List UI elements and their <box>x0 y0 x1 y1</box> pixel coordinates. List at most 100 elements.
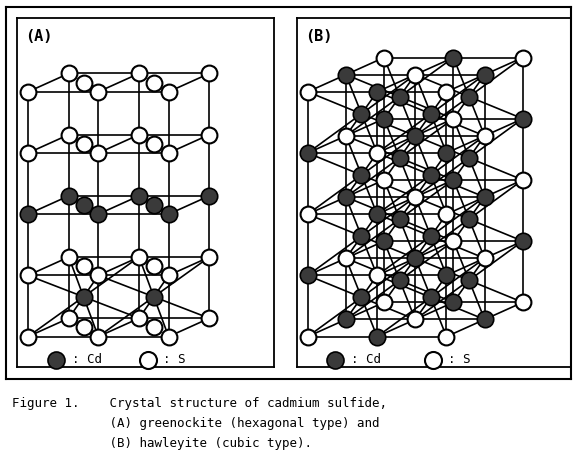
Point <box>395 277 405 284</box>
Point <box>94 88 103 95</box>
Point <box>380 176 389 184</box>
Point <box>464 93 473 101</box>
Point <box>480 255 489 262</box>
Point <box>449 115 458 123</box>
Point <box>149 324 159 331</box>
Point <box>79 202 88 209</box>
Point <box>380 115 389 123</box>
Point <box>79 140 88 147</box>
Point <box>303 333 312 340</box>
Point <box>205 253 214 261</box>
Point <box>149 140 159 147</box>
Point <box>303 149 312 157</box>
Point <box>449 54 458 61</box>
Point <box>341 316 350 323</box>
Point <box>480 132 489 140</box>
Point <box>442 333 451 340</box>
Text: (B) hawleyite (cubic type).: (B) hawleyite (cubic type). <box>12 437 312 450</box>
Point <box>464 154 473 162</box>
Point <box>94 149 103 157</box>
Point <box>518 115 528 123</box>
Point <box>23 211 33 218</box>
Point <box>410 193 420 201</box>
Point <box>373 333 382 340</box>
Point <box>303 88 312 95</box>
Point <box>164 211 173 218</box>
Point <box>135 131 144 138</box>
Point <box>79 79 88 86</box>
Point <box>205 314 214 322</box>
Point <box>426 110 436 118</box>
Point <box>64 192 73 200</box>
Point <box>135 314 144 322</box>
Point <box>373 88 382 95</box>
Point <box>357 171 366 179</box>
Text: (A): (A) <box>25 29 52 44</box>
Point <box>426 294 436 301</box>
Point <box>357 110 366 118</box>
Point <box>149 263 159 270</box>
Point <box>23 333 33 340</box>
Text: : S: : S <box>448 353 470 366</box>
Point <box>79 293 88 301</box>
Point <box>23 272 33 279</box>
Point <box>341 71 350 78</box>
Point <box>94 211 103 218</box>
Point <box>341 132 350 140</box>
Point <box>341 255 350 262</box>
Point <box>395 93 405 101</box>
Text: Figure 1.    Crystal structure of cadmium sulfide,: Figure 1. Crystal structure of cadmium s… <box>12 397 387 410</box>
Point <box>64 253 73 261</box>
Point <box>518 299 528 306</box>
Point <box>442 149 451 157</box>
Point <box>23 88 33 95</box>
Point <box>442 88 451 95</box>
Point <box>410 71 420 78</box>
Point <box>164 333 173 340</box>
Point <box>426 171 436 179</box>
Point <box>135 70 144 77</box>
Point <box>135 253 144 261</box>
Text: (A) greenockite (hexagonal type) and: (A) greenockite (hexagonal type) and <box>12 417 379 430</box>
Point <box>426 233 436 240</box>
Point <box>64 70 73 77</box>
Point <box>164 88 173 95</box>
Point <box>94 272 103 279</box>
Point <box>373 149 382 157</box>
Point <box>205 70 214 77</box>
Point <box>442 272 451 279</box>
Point <box>51 356 61 364</box>
Point <box>518 237 528 245</box>
Point <box>164 272 173 279</box>
Point <box>449 299 458 306</box>
Point <box>464 277 473 284</box>
Point <box>205 131 214 138</box>
Point <box>79 263 88 270</box>
Text: (B): (B) <box>305 29 333 44</box>
Point <box>442 211 451 218</box>
Point <box>410 316 420 323</box>
Point <box>373 272 382 279</box>
Point <box>23 149 33 157</box>
Point <box>410 132 420 140</box>
Point <box>480 316 489 323</box>
Point <box>341 193 350 201</box>
Text: : Cd: : Cd <box>351 353 381 366</box>
Point <box>518 176 528 184</box>
Point <box>380 237 389 245</box>
Point <box>149 293 159 301</box>
Point <box>380 299 389 306</box>
Point <box>518 54 528 61</box>
Point <box>164 149 173 157</box>
Point <box>480 71 489 78</box>
Point <box>135 192 144 200</box>
Point <box>331 356 340 364</box>
Point <box>449 237 458 245</box>
Point <box>373 211 382 218</box>
Point <box>79 324 88 331</box>
Point <box>303 211 312 218</box>
Text: : S: : S <box>163 353 185 366</box>
Point <box>357 233 366 240</box>
Point <box>480 193 489 201</box>
Point <box>94 333 103 340</box>
